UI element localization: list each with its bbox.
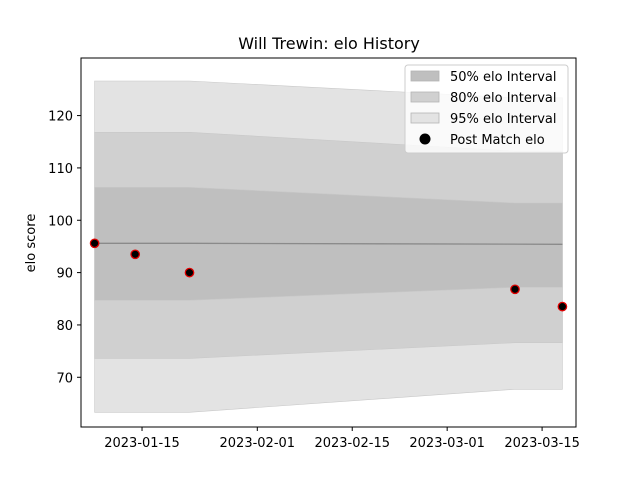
post-match-elo-point (557, 301, 568, 312)
legend-box (404, 64, 569, 154)
chart-title: Will Trewin: elo History (238, 34, 420, 53)
x-tick-label: 2023-02-01 (220, 436, 296, 451)
legend-marker (419, 133, 431, 145)
mean-elo-line (94, 242, 563, 245)
post-match-elo-point (510, 284, 520, 295)
y-tick-label: 90 (56, 267, 73, 282)
y-tick-label: 120 (48, 110, 73, 125)
y-tick-label: 110 (48, 162, 73, 177)
post-match-elo-point (89, 238, 100, 249)
post-match-elo-point (130, 249, 141, 260)
legend-swatch (410, 112, 440, 124)
plot-frame (80, 57, 577, 428)
y-tick-label: 70 (56, 371, 73, 386)
y-tick-label: 100 (48, 214, 73, 229)
legend-label: 95% elo Interval (450, 112, 557, 127)
legend: 50% elo Interval 80% elo Interval 95% elo … (404, 64, 569, 154)
x-tick-label: 2023-01-15 (104, 436, 180, 451)
y-tick-label: 80 (56, 319, 73, 334)
y-axis-label: elo score (24, 214, 39, 273)
x-tick-label: 2023-02-15 (314, 436, 390, 451)
x-tick-label: 2023-03-15 (504, 436, 580, 451)
legend-label: 80% elo Interval (450, 91, 557, 106)
legend-label: Post Match elo (450, 133, 545, 148)
legend-swatch (410, 91, 440, 103)
mean-line-group (94, 242, 563, 245)
x-tick-label: 2023-03-01 (409, 436, 485, 451)
legend-swatch (410, 70, 440, 82)
post-match-elo-point (184, 267, 195, 278)
data-points (89, 238, 568, 312)
legend-label: 50% elo Interval (450, 70, 557, 85)
axes: 70 80 90 100 110 120 2023-01-15 2023-02-01 2023-… (48, 57, 580, 451)
